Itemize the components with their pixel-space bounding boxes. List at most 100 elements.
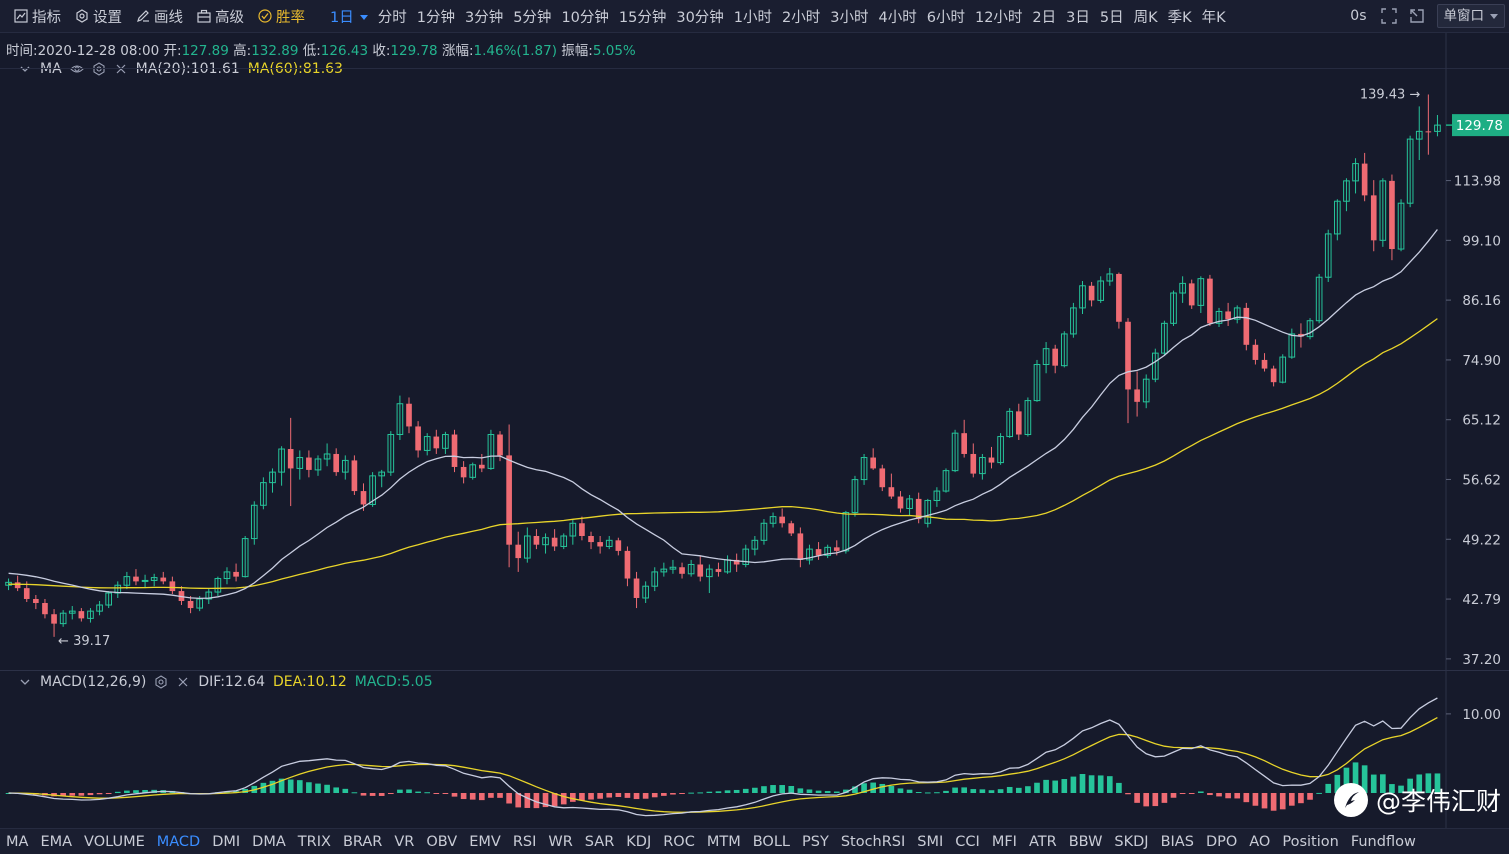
moving-average-lines (8, 229, 1438, 600)
indicator-tab-brar[interactable]: BRAR (342, 833, 383, 850)
period-6[interactable]: 15分钟 (618, 9, 667, 26)
indicator-tab-volume[interactable]: VOLUME (84, 833, 145, 850)
indicator-tab-roc[interactable]: ROC (663, 833, 695, 850)
macd-bar (287, 779, 294, 793)
gear-icon[interactable] (154, 675, 168, 689)
period-13[interactable]: 12小时 (974, 9, 1023, 26)
period-18[interactable]: 季K (1167, 9, 1192, 26)
candle-body (1233, 307, 1241, 320)
indicator-tab-cci[interactable]: CCI (955, 833, 980, 850)
candle (569, 519, 577, 545)
indicator-tab-stochrsi[interactable]: StochRSI (840, 833, 906, 850)
indicator-tab-sar[interactable]: SAR (584, 833, 615, 850)
candle (1389, 174, 1395, 261)
indicator-tab-dmi[interactable]: DMI (212, 833, 241, 850)
period-11[interactable]: 4小时 (878, 9, 917, 26)
indicator-tab-macd[interactable]: MACD (156, 833, 201, 850)
candle (1197, 276, 1205, 313)
indicator-tab-obv[interactable]: OBV (426, 833, 458, 850)
candle-body (970, 453, 977, 474)
indicator-tab-emv[interactable]: EMV (469, 833, 501, 850)
candle (1243, 302, 1250, 351)
macd-bar (1380, 774, 1386, 793)
candle (679, 562, 685, 579)
period-10[interactable]: 3小时 (830, 9, 869, 26)
candle (769, 512, 777, 528)
period-17[interactable]: 周K (1133, 9, 1158, 26)
indicator-tab-wr[interactable]: WR (548, 833, 573, 850)
candle-body (497, 434, 503, 456)
indicator-tab-mtm[interactable]: MTM (706, 833, 741, 850)
period-19[interactable]: 年K (1201, 9, 1226, 26)
indicator-tool-button[interactable]: 指标 (14, 6, 61, 27)
candle-body (951, 432, 959, 472)
indicator-tab-smi[interactable]: SMI (917, 833, 944, 850)
period-16[interactable]: 5日 (1099, 9, 1124, 26)
period-12[interactable]: 6小时 (926, 9, 965, 26)
indicator-tab-ema[interactable]: EMA (40, 833, 73, 850)
candle-body (1134, 389, 1140, 402)
period-0[interactable]: 1日 (325, 6, 373, 27)
settings-tool-button[interactable]: 设置 (75, 6, 122, 27)
collapse-chevron-icon[interactable] (18, 675, 32, 689)
indicator-tab-skdj[interactable]: SKDJ (1114, 833, 1149, 850)
candle-body (605, 539, 613, 547)
period-8[interactable]: 1小时 (733, 9, 773, 26)
candle (660, 562, 668, 577)
candle (797, 527, 804, 568)
candle (223, 567, 231, 585)
fullscreen-icon[interactable] (1380, 8, 1397, 24)
indicator-tab-ma[interactable]: MA (6, 833, 29, 850)
candle-body (1415, 130, 1423, 140)
indicator-tab-mfi[interactable]: MFI (991, 833, 1017, 850)
indicator-tab-atr[interactable]: ATR (1028, 833, 1057, 850)
window-mode-select[interactable]: 单窗口 (1436, 4, 1505, 28)
draw-line-tool-button[interactable]: 画线 (136, 6, 183, 27)
period-9[interactable]: 2小时 (782, 9, 821, 26)
advanced-tool-button[interactable]: 高级 (197, 6, 244, 27)
winrate-tool-button[interactable]: 胜率 (258, 6, 305, 27)
period-1[interactable]: 分时 (377, 9, 407, 26)
candle (1097, 276, 1105, 303)
indicator-tab-kdj[interactable]: KDJ (626, 833, 652, 850)
indicator-tab-psy[interactable]: PSY (802, 833, 829, 850)
period-7[interactable]: 30分钟 (676, 9, 724, 26)
ohlc-info: 时间:2020-12-28 08:00 开:127.89 高:132.89 低:… (6, 39, 636, 59)
period-15[interactable]: 3日 (1066, 9, 1090, 26)
candle (715, 562, 722, 577)
indicator-tab-dma[interactable]: DMA (252, 833, 286, 850)
indicator-tab-position[interactable]: Position (1282, 833, 1339, 850)
indicator-tab-rsi[interactable]: RSI (512, 833, 537, 850)
candle-body (660, 568, 668, 573)
indicator-tab-bbw[interactable]: BBW (1068, 833, 1103, 850)
macd-bar (560, 793, 567, 805)
candle-body (233, 571, 239, 577)
candle-body (979, 457, 986, 475)
candle (406, 397, 412, 434)
candle (1397, 199, 1405, 252)
indicator-bar: MA EMA VOLUME MACD DMI DMA TRIX BRAR VR OBV EMV RSI… (0, 828, 1509, 854)
indicator-tab-ao[interactable]: AO (1249, 833, 1271, 850)
candle-body (569, 522, 577, 537)
price-chart[interactable]: 113.98 99.10 86.16 74.90 65.12 56.62 49.22 42.7… (0, 33, 1509, 828)
period-4[interactable]: 5分钟 (513, 9, 552, 26)
candle-body (842, 512, 850, 552)
time-value: 2020-12-28 08:00 (37, 43, 160, 59)
period-5[interactable]: 10分钟 (561, 9, 609, 26)
period-14[interactable]: 2日 (1032, 9, 1057, 26)
close-icon[interactable] (176, 675, 190, 689)
indicator-tab-bias[interactable]: BIAS (1160, 833, 1194, 850)
candle-body (160, 577, 167, 582)
popout-window-icon[interactable] (1409, 8, 1425, 24)
indicator-tab-boll[interactable]: BOLL (752, 833, 790, 850)
macd-bar (1097, 775, 1104, 793)
indicator-tab-trix[interactable]: TRIX (297, 833, 331, 850)
candle (642, 581, 649, 603)
candle (442, 431, 449, 454)
period-2[interactable]: 1分钟 (416, 9, 455, 26)
indicator-tab-vr[interactable]: VR (394, 833, 415, 850)
indicator-tab-dpo[interactable]: DPO (1205, 833, 1238, 850)
candle (1370, 180, 1377, 252)
period-3[interactable]: 3分钟 (464, 9, 504, 26)
indicator-tab-fundflow[interactable]: Fundflow (1350, 833, 1416, 850)
